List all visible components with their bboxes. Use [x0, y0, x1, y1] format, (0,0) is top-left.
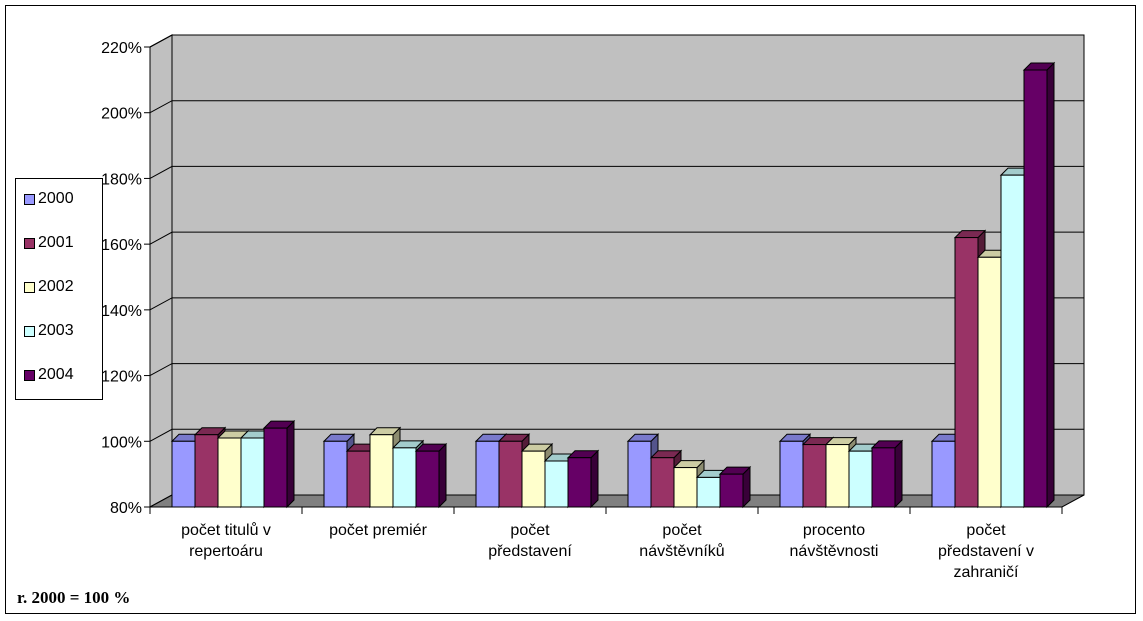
y-tick-label: 220%	[101, 40, 142, 57]
bar-2004	[1023, 69, 1048, 508]
category-label-line: počet	[662, 522, 702, 539]
bar-side-2004	[590, 449, 599, 509]
gridline	[149, 363, 1084, 377]
gridline	[149, 100, 1084, 114]
category-label-line: představení v	[937, 543, 1035, 560]
category-label: počet premiér	[303, 520, 453, 541]
y-tick-label: 120%	[101, 369, 142, 386]
y-tick-label: 160%	[101, 237, 142, 254]
bar-2004	[719, 473, 744, 508]
bar-2000	[779, 440, 804, 508]
bar-2004	[567, 457, 592, 508]
category-label-line: zahraničí	[953, 564, 1019, 581]
bar-2000	[931, 440, 956, 508]
bar-2000	[171, 440, 196, 508]
bar-2003	[1000, 174, 1025, 508]
category-label: počet titulů v repertoáru	[151, 520, 301, 562]
legend-swatch	[24, 369, 35, 381]
category-label: počet představení	[455, 520, 605, 562]
bar-2001	[498, 440, 523, 508]
category-label-line: počet premiér	[329, 522, 427, 539]
bar-2004	[263, 427, 288, 508]
category-label-line: návštěvnosti	[789, 543, 879, 560]
bar-2002	[369, 434, 394, 508]
y-tick-label: 100%	[101, 434, 142, 451]
bar-2002	[825, 444, 850, 508]
category-label-line: představení	[488, 543, 572, 560]
legend-label: 2001	[38, 234, 74, 251]
bar-side-2004	[894, 439, 903, 509]
bar-2003	[544, 460, 569, 508]
bar-2000	[475, 440, 500, 508]
bar-2003	[848, 450, 873, 508]
chart-frame	[5, 5, 1136, 614]
legend-swatch	[24, 193, 35, 205]
y-tick-label: 180%	[101, 171, 142, 188]
bar-2002	[521, 450, 546, 508]
legend-label: 2000	[38, 190, 74, 207]
y-tick-label: 200%	[101, 106, 142, 123]
base-year-note: r. 2000 = 100 %	[17, 588, 131, 607]
gridline	[149, 297, 1084, 311]
bar-2002	[217, 437, 242, 508]
bar-2001	[954, 237, 979, 508]
bar-2001	[346, 450, 371, 508]
bar-2000	[323, 440, 348, 508]
legend-label: 2002	[38, 278, 74, 295]
bar-2002	[673, 467, 698, 508]
legend-label: 2003	[38, 322, 74, 339]
bar-2003	[392, 447, 417, 508]
bar-side-2004	[286, 419, 295, 509]
gridline	[149, 428, 1084, 442]
bar-2001	[194, 434, 219, 508]
y-tick-label: 80%	[110, 500, 142, 517]
legend-swatch	[24, 325, 35, 337]
bar-2003	[240, 437, 265, 508]
bar-2001	[650, 457, 675, 508]
legend-item-2004: 2004	[24, 364, 74, 386]
legend-item-2002: 2002	[24, 276, 74, 298]
legend-label: 2004	[38, 366, 74, 383]
bar-2003	[696, 476, 721, 508]
bar-2002	[977, 256, 1002, 508]
chart-back-wall	[171, 34, 1085, 496]
category-label-line: počet	[966, 522, 1006, 539]
category-label-line: počet	[510, 522, 550, 539]
legend-item-2003: 2003	[24, 320, 74, 342]
bar-2000	[627, 440, 652, 508]
gridline	[149, 165, 1084, 179]
bar-side-2004	[1046, 61, 1055, 509]
bar-2001	[802, 444, 827, 508]
y-tick-label: 140%	[101, 303, 142, 320]
legend-item-2001: 2001	[24, 232, 74, 254]
legend-swatch	[24, 281, 35, 293]
bar-2004	[415, 450, 440, 508]
legend-swatch	[24, 237, 35, 249]
bar-2004	[871, 447, 896, 508]
category-label: počet představení v zahraničí	[911, 520, 1061, 583]
category-label-line: procento	[802, 522, 866, 539]
category-label: počet návštěvníků	[607, 520, 757, 562]
gridline	[149, 231, 1084, 245]
category-label-line: repertoáru	[189, 543, 263, 560]
legend-item-2000: 2000	[24, 188, 74, 210]
chart-legend: 2000 2001 2002 2003 2004	[15, 178, 103, 400]
category-label-line: návštěvníků	[639, 543, 725, 560]
gridline	[149, 34, 1084, 48]
bar-side-2004	[438, 442, 447, 509]
category-label: procento návštěvnosti	[759, 520, 909, 562]
chart-side-wall	[149, 34, 173, 508]
category-label-line: počet titulů v	[181, 522, 271, 539]
